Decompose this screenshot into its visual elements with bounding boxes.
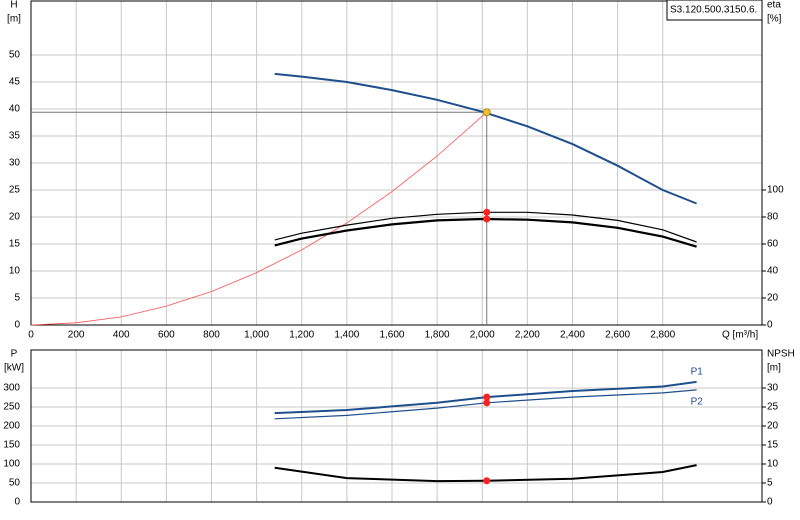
title-box [666,0,763,21]
y-tick-label: 20 [9,212,21,223]
x-tick-label: 600 [158,330,175,341]
x-tick-label: 1,000 [244,330,269,341]
x-tick-label: 2,200 [515,330,540,341]
x-tick-label: 2,600 [605,330,630,341]
y-tick-label: 100 [3,459,20,470]
operating-point [482,108,491,117]
y-tick-label: 15 [9,239,21,250]
y-tick-label: 30 [9,158,21,169]
x-axis-label: Q [m³/h] [722,330,758,341]
x-tick-label: 0 [28,330,34,341]
y-tick-label: 40 [9,104,21,115]
y2-axis-unit: [m] [767,363,781,374]
y2-tick-label: 20 [767,293,779,304]
y-tick-label: 25 [9,185,21,196]
operating-point [483,399,491,407]
y-tick-label: 45 [9,77,21,88]
y2-axis-label: eta [767,0,781,11]
y2-tick-label: 100 [767,185,784,196]
y2-tick-label: 40 [767,266,779,277]
y-axis-unit: [kW] [4,363,24,374]
y-tick-label: 35 [9,131,21,142]
y2-tick-label: 10 [767,459,779,470]
x-tick-label: 2,800 [650,330,675,341]
plot-frame [30,349,763,503]
operating-point [483,208,491,216]
y2-tick-label: 15 [767,440,779,451]
y-tick-label: 50 [9,50,21,61]
curve [274,217,697,248]
x-tick-label: 1,400 [334,330,359,341]
y2-tick-label: 80 [767,212,779,223]
y-tick-label: 200 [3,421,20,432]
operating-point [483,393,491,401]
y-tick-label: 300 [3,383,20,394]
y-tick-label: 0 [14,320,20,331]
y-tick-label: 150 [3,440,20,451]
y-axis-label: P [11,349,18,360]
curve [274,72,697,205]
y2-axis-label: NPSH [767,349,795,360]
x-tick-label: 800 [203,330,220,341]
plot-frame [30,0,763,326]
x-tick-label: 2,000 [470,330,495,341]
x-tick-label: 400 [113,330,130,341]
x-tick-label: 1,800 [425,330,450,341]
y-tick-label: 250 [3,402,20,413]
y2-tick-label: 25 [767,402,779,413]
curve [274,211,697,243]
x-tick-label: 200 [68,330,85,341]
operating-point [483,477,491,485]
series-label: P1 [691,367,704,378]
y2-tick-label: 0 [767,320,773,331]
y-axis-label: H [10,0,17,11]
x-tick-label: 2,400 [560,330,585,341]
y-tick-label: 10 [9,266,21,277]
curve [30,111,487,326]
y2-tick-label: 5 [767,478,773,489]
y-tick-label: 5 [14,293,20,304]
y-tick-label: 50 [9,478,21,489]
series-label: P2 [691,397,704,408]
y2-tick-label: 60 [767,239,779,250]
x-tick-label: 1,200 [289,330,314,341]
y2-tick-label: 30 [767,383,779,394]
x-tick-label: 1,600 [379,330,404,341]
y2-tick-label: 0 [767,497,773,508]
y-axis-unit: [m] [7,14,21,25]
y-tick-label: 0 [14,497,20,508]
y2-tick-label: 20 [767,421,779,432]
chart-title: S3.120.500.3150.6. [670,5,757,16]
operating-point [483,215,491,223]
y2-axis-unit: [%] [767,14,782,25]
